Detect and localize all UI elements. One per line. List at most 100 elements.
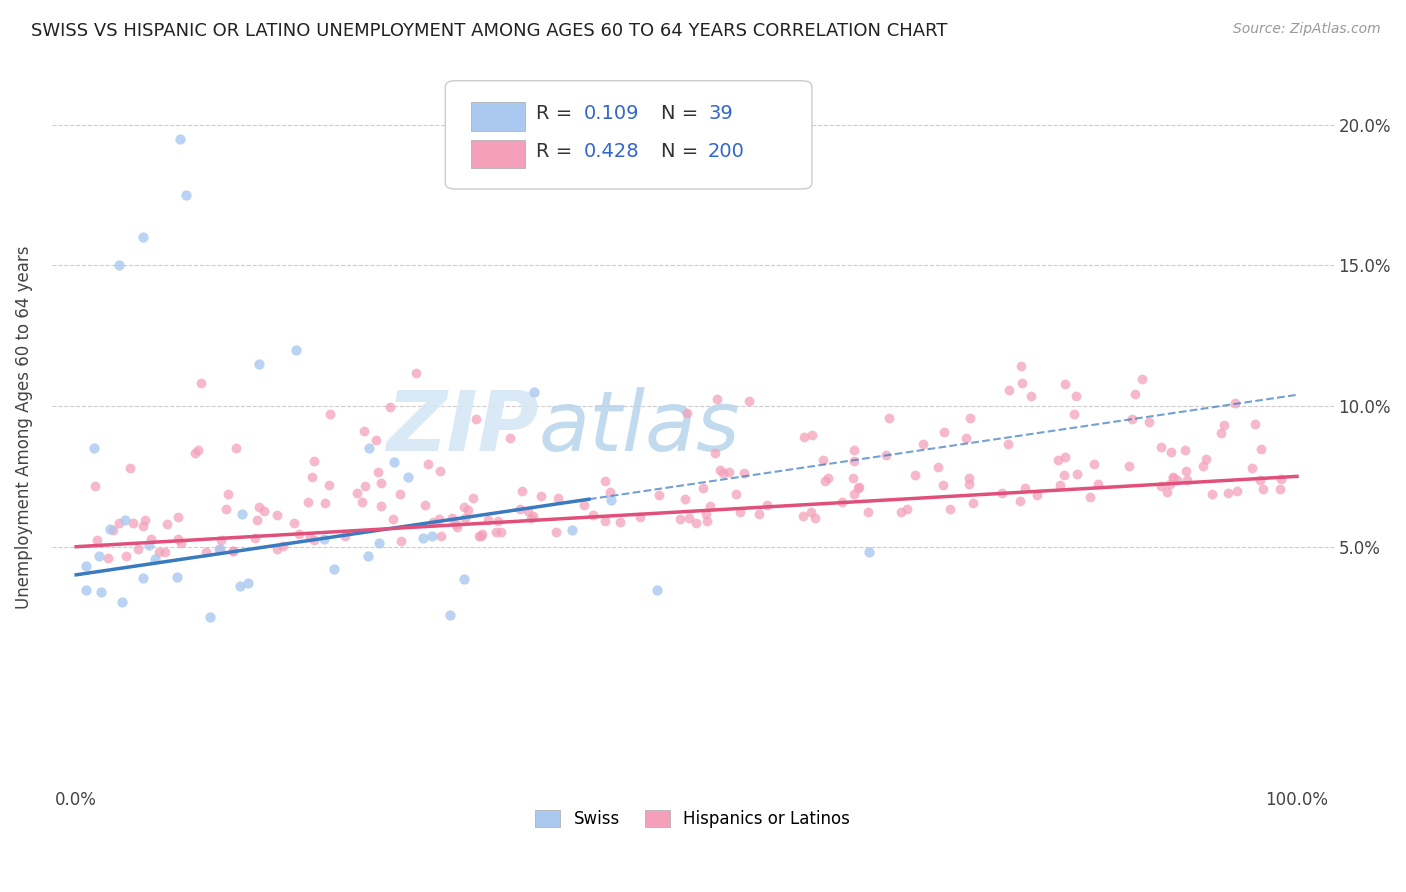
- Point: [842, 454, 865, 468]
- Point: [454, 511, 477, 525]
- Point: [547, 491, 569, 505]
- Point: [422, 528, 444, 542]
- Point: [678, 511, 700, 525]
- Point: [314, 532, 336, 546]
- Point: [628, 510, 651, 524]
- Point: [1166, 474, 1188, 488]
- Text: Source: ZipAtlas.com: Source: ZipAtlas.com: [1233, 22, 1381, 37]
- Text: N =: N =: [661, 142, 704, 161]
- Point: [1046, 453, 1069, 467]
- Point: [461, 491, 484, 506]
- Point: [1201, 487, 1223, 501]
- Point: [804, 511, 827, 525]
- Text: 0.109: 0.109: [583, 104, 640, 123]
- Point: [413, 498, 436, 512]
- Point: [1130, 372, 1153, 386]
- Point: [1209, 426, 1232, 441]
- Point: [1249, 473, 1271, 487]
- Point: [927, 459, 949, 474]
- Point: [890, 505, 912, 519]
- Point: [648, 487, 671, 501]
- Point: [382, 455, 405, 469]
- Point: [711, 467, 734, 481]
- Point: [738, 393, 761, 408]
- Point: [520, 510, 543, 524]
- Point: [396, 469, 419, 483]
- Point: [912, 437, 935, 451]
- Point: [405, 366, 427, 380]
- Point: [997, 437, 1019, 451]
- Point: [957, 471, 980, 485]
- Point: [1066, 467, 1088, 481]
- Point: [453, 572, 475, 586]
- Point: [1225, 396, 1247, 410]
- Point: [370, 476, 392, 491]
- Point: [118, 460, 141, 475]
- Point: [1251, 482, 1274, 496]
- Point: [302, 533, 325, 548]
- Point: [468, 529, 491, 543]
- Text: R =: R =: [536, 104, 579, 123]
- Point: [1123, 387, 1146, 401]
- Point: [669, 512, 692, 526]
- Point: [132, 519, 155, 533]
- Point: [848, 480, 870, 494]
- Point: [222, 544, 245, 558]
- Point: [346, 485, 368, 500]
- Point: [148, 545, 170, 559]
- Point: [692, 481, 714, 495]
- Point: [439, 608, 461, 623]
- Point: [858, 545, 880, 559]
- Point: [673, 491, 696, 506]
- Point: [755, 498, 778, 512]
- Point: [169, 132, 191, 146]
- Point: [127, 542, 149, 557]
- Point: [217, 487, 239, 501]
- Point: [134, 513, 156, 527]
- Point: [728, 505, 751, 519]
- Point: [1054, 376, 1077, 391]
- Point: [1150, 479, 1173, 493]
- Point: [1156, 484, 1178, 499]
- Text: N =: N =: [661, 104, 704, 123]
- Point: [1011, 376, 1033, 390]
- Point: [209, 533, 232, 548]
- Point: [593, 475, 616, 489]
- Point: [83, 442, 105, 456]
- FancyBboxPatch shape: [446, 80, 811, 189]
- Point: [302, 454, 325, 468]
- Text: 200: 200: [709, 142, 745, 161]
- Point: [247, 500, 270, 514]
- Point: [186, 442, 208, 457]
- Point: [1177, 473, 1199, 487]
- Point: [214, 501, 236, 516]
- Point: [139, 533, 162, 547]
- Point: [1270, 472, 1292, 486]
- Point: [323, 562, 346, 576]
- Point: [319, 407, 342, 421]
- Point: [359, 442, 381, 456]
- Point: [516, 504, 538, 518]
- Point: [195, 545, 218, 559]
- Point: [143, 552, 166, 566]
- Point: [955, 431, 977, 445]
- Point: [246, 513, 269, 527]
- Point: [1159, 476, 1181, 491]
- Point: [283, 516, 305, 530]
- Point: [485, 524, 508, 539]
- Point: [696, 514, 718, 528]
- Point: [229, 579, 252, 593]
- Point: [685, 516, 707, 531]
- Point: [1244, 417, 1267, 431]
- Point: [1010, 494, 1032, 508]
- Point: [440, 511, 463, 525]
- Point: [108, 259, 131, 273]
- Point: [706, 392, 728, 407]
- Point: [856, 505, 879, 519]
- Point: [1174, 442, 1197, 457]
- Point: [695, 507, 717, 521]
- Point: [647, 582, 669, 597]
- Point: [1240, 461, 1263, 475]
- Point: [364, 434, 387, 448]
- Point: [1078, 490, 1101, 504]
